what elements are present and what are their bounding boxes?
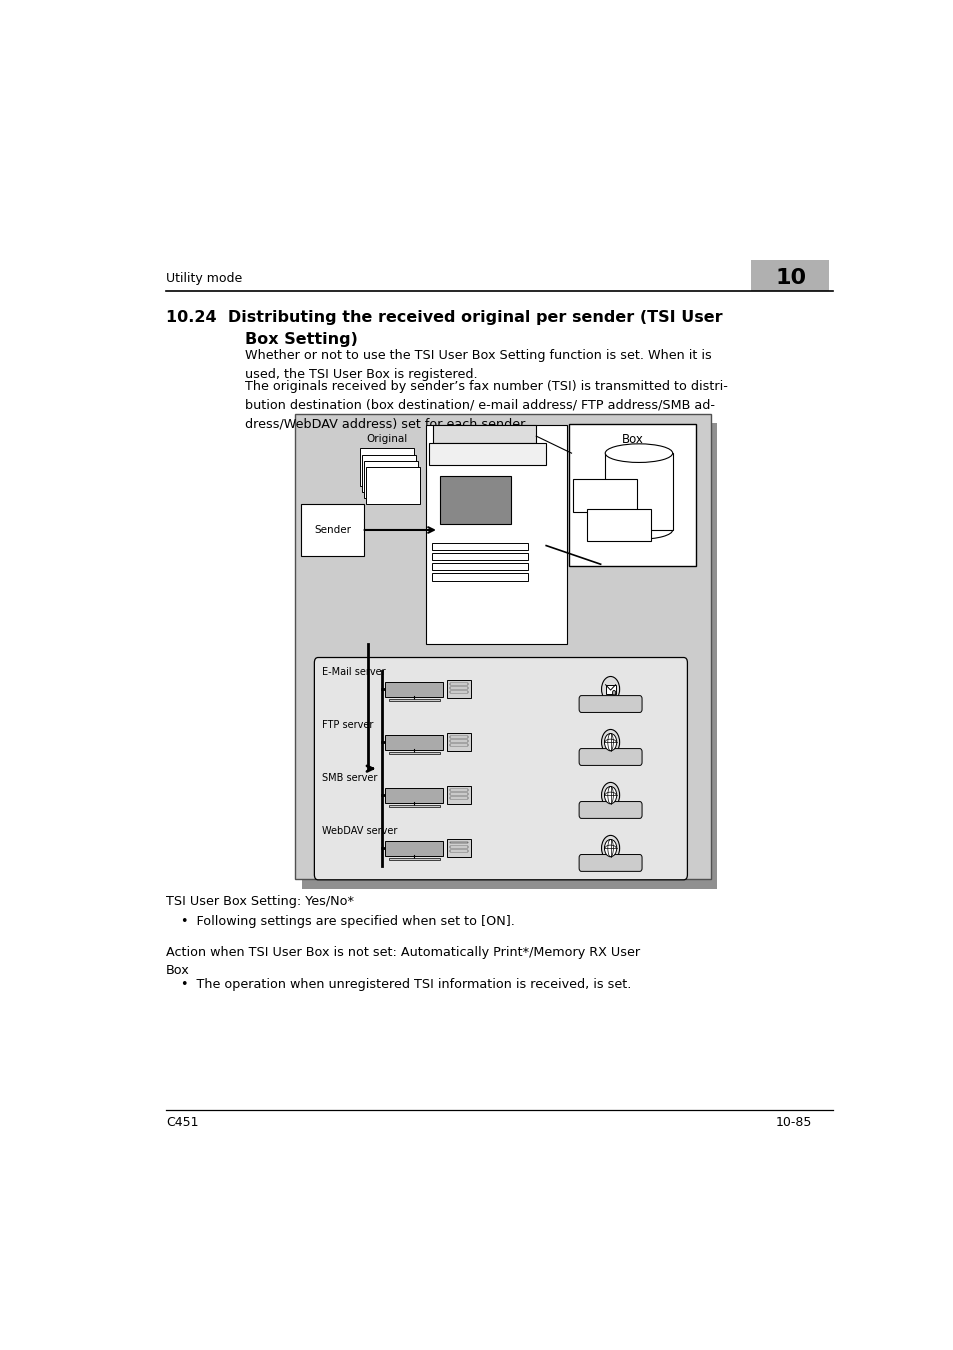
Circle shape bbox=[601, 783, 619, 807]
FancyBboxPatch shape bbox=[294, 413, 710, 879]
Bar bbox=[388, 859, 439, 860]
FancyBboxPatch shape bbox=[587, 509, 651, 541]
Polygon shape bbox=[366, 467, 420, 505]
Bar bbox=[449, 683, 467, 684]
Text: E-Mail: E-Mail bbox=[595, 699, 626, 709]
Circle shape bbox=[612, 690, 615, 695]
Bar bbox=[432, 563, 527, 571]
Circle shape bbox=[601, 729, 619, 755]
FancyBboxPatch shape bbox=[572, 479, 636, 512]
Text: Box Setting): Box Setting) bbox=[245, 332, 357, 347]
Bar bbox=[388, 805, 439, 807]
Bar bbox=[446, 838, 470, 857]
Text: •  Following settings are specified when set to [ON].: • Following settings are specified when … bbox=[180, 914, 514, 927]
FancyBboxPatch shape bbox=[385, 683, 442, 697]
FancyBboxPatch shape bbox=[578, 695, 641, 713]
Text: 10: 10 bbox=[774, 267, 805, 288]
Text: Utility mode: Utility mode bbox=[166, 271, 242, 285]
Bar bbox=[449, 740, 467, 741]
FancyBboxPatch shape bbox=[751, 259, 828, 290]
Bar bbox=[446, 786, 470, 805]
Bar bbox=[605, 684, 615, 694]
Polygon shape bbox=[364, 460, 417, 498]
Text: 1000: 1000 bbox=[590, 490, 618, 501]
Circle shape bbox=[601, 676, 619, 702]
Circle shape bbox=[601, 836, 619, 861]
Circle shape bbox=[604, 787, 616, 803]
Bar bbox=[446, 733, 470, 752]
Bar bbox=[449, 792, 467, 795]
Text: FTP: FTP bbox=[600, 752, 619, 761]
Bar bbox=[388, 752, 439, 753]
Text: 2000: 2000 bbox=[604, 520, 633, 531]
Polygon shape bbox=[429, 443, 546, 464]
Text: Original: Original bbox=[366, 433, 407, 444]
Bar bbox=[439, 475, 511, 524]
Ellipse shape bbox=[604, 444, 672, 463]
FancyBboxPatch shape bbox=[569, 424, 696, 566]
Bar bbox=[449, 788, 467, 791]
Text: Hard disk: Hard disk bbox=[455, 497, 497, 505]
Bar bbox=[449, 850, 467, 852]
Text: Whether or not to use the TSI User Box Setting function is set. When it is
used,: Whether or not to use the TSI User Box S… bbox=[245, 350, 711, 381]
FancyBboxPatch shape bbox=[385, 788, 442, 803]
Bar bbox=[604, 454, 672, 531]
FancyBboxPatch shape bbox=[314, 657, 687, 880]
Text: Hard disk: Hard disk bbox=[439, 516, 489, 526]
Bar bbox=[426, 425, 567, 644]
Text: FTP server: FTP server bbox=[321, 720, 373, 730]
Polygon shape bbox=[359, 448, 414, 486]
FancyBboxPatch shape bbox=[385, 736, 442, 751]
FancyBboxPatch shape bbox=[301, 423, 717, 888]
Text: WebDAV server: WebDAV server bbox=[321, 826, 396, 836]
Text: E-Mail server: E-Mail server bbox=[321, 667, 385, 676]
FancyBboxPatch shape bbox=[578, 749, 641, 765]
Bar bbox=[446, 680, 470, 698]
Bar bbox=[432, 574, 527, 580]
Text: 10-85: 10-85 bbox=[775, 1116, 811, 1129]
Circle shape bbox=[604, 840, 616, 857]
Text: TSI User Box Setting: Yes/No*: TSI User Box Setting: Yes/No* bbox=[166, 895, 354, 907]
FancyBboxPatch shape bbox=[578, 855, 641, 871]
Polygon shape bbox=[433, 425, 536, 443]
Polygon shape bbox=[361, 455, 416, 491]
Bar bbox=[449, 842, 467, 844]
Text: SMB: SMB bbox=[598, 805, 621, 815]
Text: Action when TSI User Box is not set: Automatically Print*/Memory RX User
Box: Action when TSI User Box is not set: Aut… bbox=[166, 946, 639, 977]
Bar bbox=[432, 552, 527, 560]
Text: WebDAV: WebDAV bbox=[588, 859, 632, 868]
Text: C451: C451 bbox=[166, 1116, 198, 1129]
Bar bbox=[449, 796, 467, 799]
Text: SMB server: SMB server bbox=[321, 774, 376, 783]
Text: Box: Box bbox=[621, 433, 643, 446]
Text: The originals received by sender’s fax number (TSI) is transmitted to distri-
bu: The originals received by sender’s fax n… bbox=[245, 381, 727, 431]
Bar bbox=[449, 736, 467, 737]
Bar bbox=[388, 699, 439, 701]
Text: Sender: Sender bbox=[314, 525, 351, 535]
FancyBboxPatch shape bbox=[301, 504, 363, 556]
Bar bbox=[432, 543, 527, 549]
Text: •  The operation when unregistered TSI information is received, is set.: • The operation when unregistered TSI in… bbox=[180, 977, 630, 991]
Bar bbox=[449, 691, 467, 693]
FancyBboxPatch shape bbox=[578, 802, 641, 818]
Bar bbox=[449, 744, 467, 745]
Circle shape bbox=[604, 733, 616, 751]
Bar bbox=[449, 687, 467, 688]
FancyBboxPatch shape bbox=[385, 841, 442, 856]
Bar bbox=[449, 846, 467, 848]
Text: 10.24  Distributing the received original per sender (TSI User: 10.24 Distributing the received original… bbox=[166, 309, 721, 324]
